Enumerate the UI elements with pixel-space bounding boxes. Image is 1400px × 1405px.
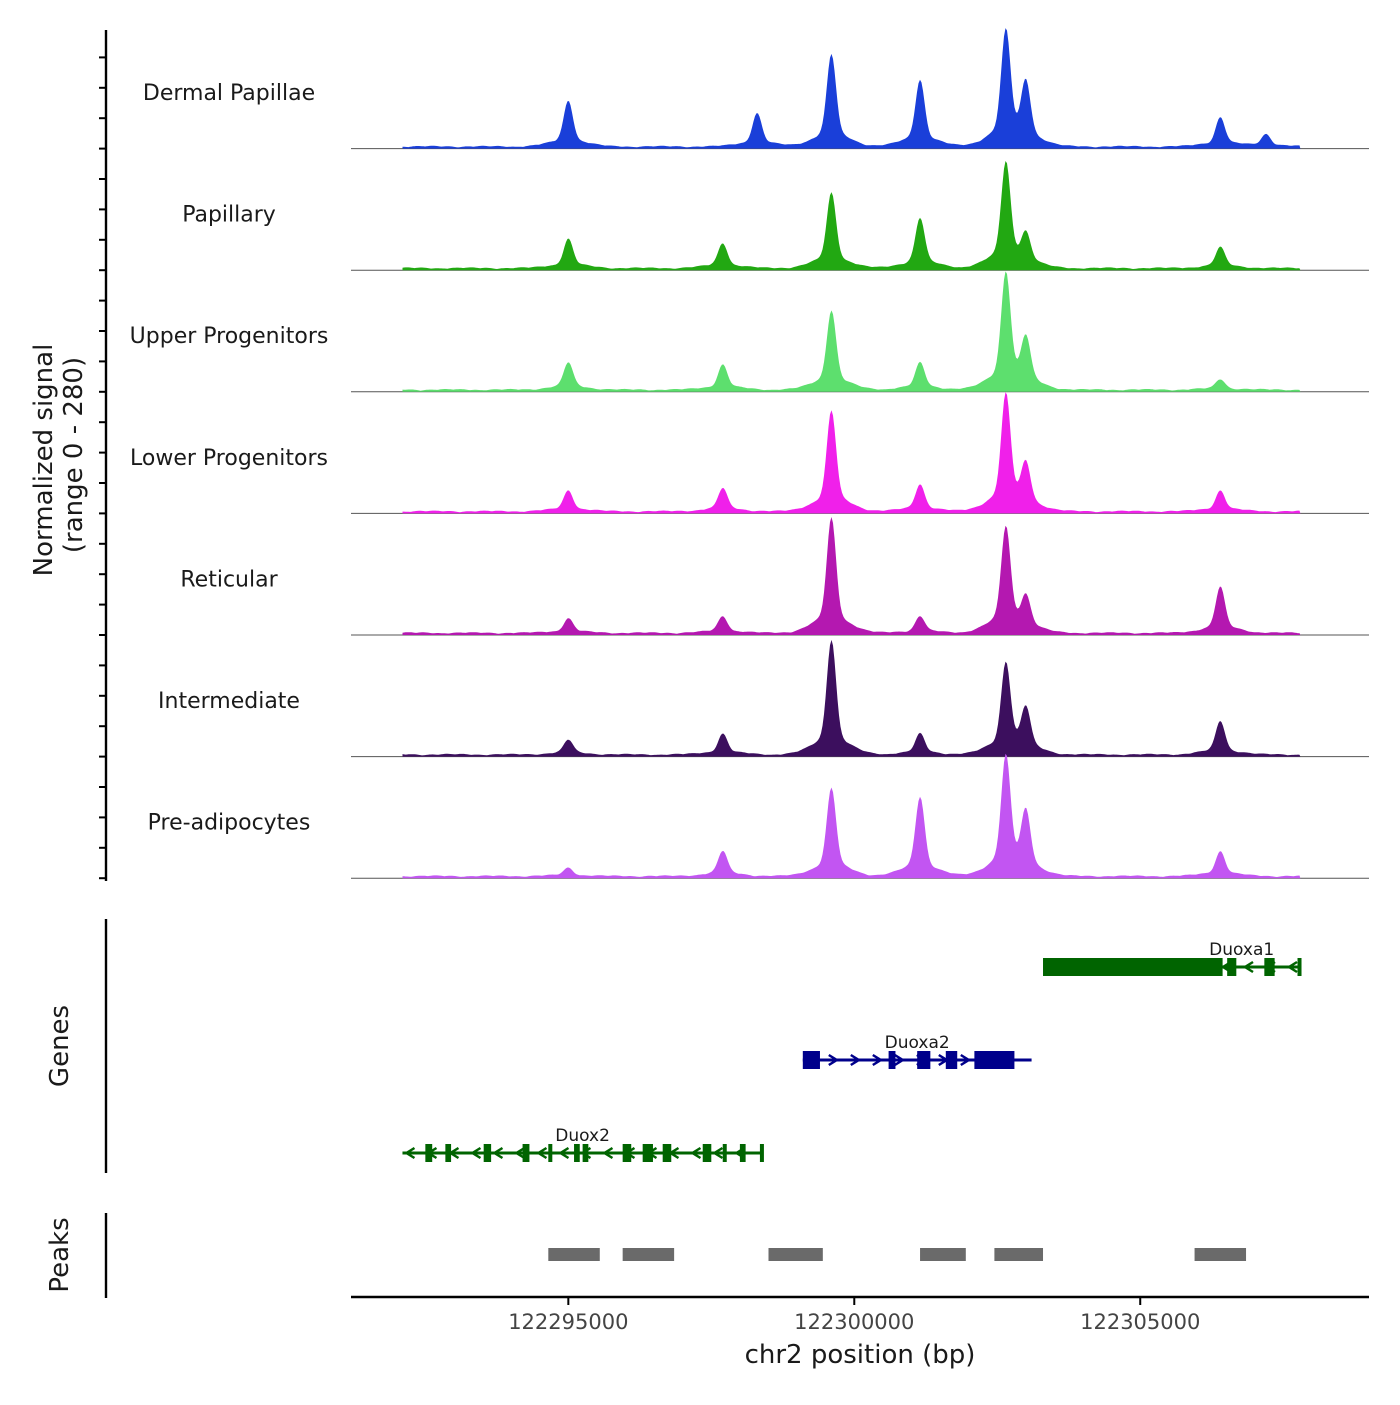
gene-exon [702,1144,712,1162]
track-label: Lower Progenitors [130,446,328,471]
strand-arrow [1286,960,1298,974]
strand-arrow [536,1146,548,1160]
coverage-signal [402,639,1301,757]
genes-panel: Genes Duoxa1 Duoxa2 Duox2 [45,919,1302,1173]
gene-exon [662,1144,672,1162]
track-label: Dermal Papillae [143,81,315,106]
strand-arrow [558,1146,570,1160]
gene-exon [945,1051,958,1069]
gene-exon [622,1144,632,1162]
x-axis-ticks: 122295000 122300000 122305000 [508,1297,1200,1334]
strand-arrow [872,1053,884,1067]
track-label: Papillary [182,203,276,228]
coverage-track: Intermediate [158,639,1369,758]
peaks-panel: Peaks [45,1213,1247,1298]
strand-arrow [514,1146,526,1160]
coverage-track: Upper Progenitors [130,271,1369,393]
strand-arrow [850,1053,862,1067]
strand-arrow [690,1146,702,1160]
coverage-track: Papillary [182,161,1369,271]
gene-exon [445,1144,452,1162]
gene-exon [582,1144,589,1162]
gene-exon [802,1051,820,1069]
coverage-y-axis-ticks [99,56,106,880]
x-axis-tick-label: 122300000 [794,1310,914,1334]
gene-exon [522,1144,530,1162]
gene-exon [1297,958,1302,976]
coverage-track: Pre-adipocytes [148,753,1369,879]
x-axis-tick-label: 122295000 [508,1310,628,1334]
coverage-signal [402,28,1301,149]
gene-exon [974,1051,1015,1069]
peaks-panel-title: Peaks [45,1217,75,1292]
strand-arrow [404,1146,416,1160]
peak-region [622,1248,675,1261]
coverage-signal [402,753,1301,879]
gene-exon [642,1144,653,1162]
coverage-signal [402,392,1301,514]
track-label: Reticular [180,567,278,592]
gene-exon [759,1144,764,1162]
gene-exon [888,1051,896,1069]
gene-exon [722,1144,727,1162]
gene-exon [483,1144,492,1162]
gene-model: Duoxa1 [1043,940,1302,976]
coverage-y-axis-title: Normalized signal [29,344,59,577]
gene-label: Duoxa2 [885,1033,950,1053]
gene-exon [548,1144,553,1162]
strand-arrow [828,1053,840,1067]
coverage-signal [402,271,1301,392]
gene-exon [917,1051,931,1069]
gene-exon [425,1144,433,1162]
gene-exon [574,1144,580,1162]
strand-arrow [712,1146,724,1160]
strand-arrow [492,1146,504,1160]
gene-label: Duox2 [555,1126,610,1146]
gene-label: Duoxa1 [1209,940,1274,960]
coverage-panel: Normalized signal (range 0 - 280) Dermal… [29,28,1369,881]
gene-model: Duox2 [402,1126,764,1162]
coverage-track: Lower Progenitors [130,392,1369,514]
gene-exon [739,1144,746,1162]
peak-region [994,1248,1044,1261]
strand-arrow [894,1053,906,1067]
peak-region [768,1248,823,1261]
track-label: Intermediate [158,689,300,714]
coverage-signal [402,517,1301,635]
strand-arrow [1242,960,1254,974]
gene-exon [1264,958,1275,976]
x-axis: 122295000 122300000 122305000 chr2 positio… [351,1295,1369,1370]
strand-arrow [470,1146,482,1160]
genes-panel-title: Genes [45,1005,75,1087]
gene-exon [1043,958,1223,976]
track-label: Pre-adipocytes [148,811,311,836]
x-axis-title: chr2 position (bp) [745,1340,976,1370]
strand-arrow [960,1053,972,1067]
coverage-signal [402,161,1301,271]
coverage-tracks: Dermal Papillae Papillary Upper Progenitor… [130,28,1369,879]
x-axis-tick-label: 122305000 [1080,1310,1200,1334]
gene-model: Duoxa2 [802,1033,1032,1069]
track-label: Upper Progenitors [130,324,329,349]
coverage-y-axis-subtitle: (range 0 - 280) [59,357,89,553]
peak-region [548,1248,600,1261]
gene-exon [1227,958,1237,976]
gene-models: Duoxa1 Duoxa2 Duox2 [402,940,1302,1162]
coverage-track: Reticular [180,517,1369,636]
peak-regions [548,1248,1247,1261]
coverage-track: Dermal Papillae [143,28,1369,150]
strand-arrow [602,1146,614,1160]
peak-region [1194,1248,1247,1261]
peak-region [920,1248,966,1261]
